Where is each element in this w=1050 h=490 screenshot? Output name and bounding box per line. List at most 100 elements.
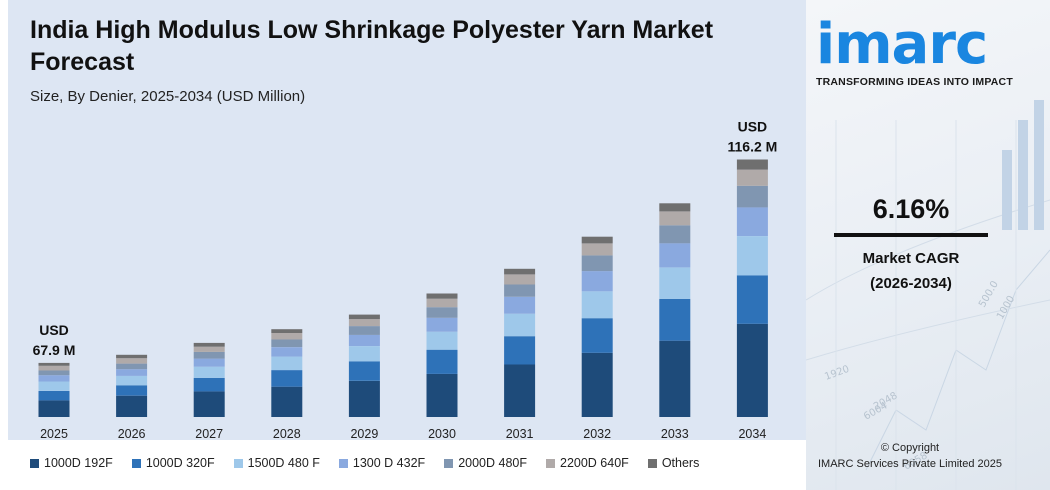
bar-segment-2033-1000d-192f [659, 340, 691, 417]
deco-number: 1920 [823, 364, 851, 383]
bar-segment-2032-others [581, 236, 613, 244]
legend-item: 1500D 480 F [233, 456, 320, 470]
bar-segment-2025-1300-d-432f [38, 375, 70, 382]
bar-segment-2032-1300-d-432f [581, 271, 613, 292]
bar-segment-2031-2000d-480f [504, 284, 536, 297]
annotation-line: 67.9 M [33, 342, 76, 358]
bar-segment-2029-1500d-480-f [348, 346, 380, 362]
total-annotation-2034: USD 116.2 M [727, 119, 777, 155]
bars-layer [38, 159, 768, 417]
legend-swatch [131, 458, 141, 468]
bar-segment-2032-2000d-480f [581, 255, 613, 272]
bar-segment-2034-2000d-480f [736, 185, 768, 208]
legend-swatch [30, 458, 39, 468]
legend-item: 1300 D 432F [338, 456, 426, 470]
bar-segment-2033-2200d-640f [659, 211, 691, 226]
bar-segment-2034-1500d-480-f [736, 236, 768, 276]
legend-swatch [647, 458, 657, 468]
bar-segment-2033-others [659, 203, 691, 212]
bar-segment-2025-1500d-480-f [38, 381, 70, 391]
logo-wordmark: imarc [816, 12, 988, 77]
bar-segment-2031-1500d-480-f [504, 313, 536, 337]
bar-segment-2028-1300-d-432f [271, 347, 303, 357]
legend-item: 1000D 192F [30, 456, 113, 470]
annotation-line: USD [39, 322, 69, 338]
bar-segment-2031-1000d-320f [504, 336, 536, 365]
logo-tagline: TRANSFORMING IDEAS INTO IMPACT [816, 76, 1013, 88]
bar-segment-2025-others [38, 362, 70, 366]
bar-segment-2033-1500d-480-f [659, 267, 691, 299]
legend-label: 1500D 480 F [247, 456, 320, 470]
legend-swatch [338, 458, 348, 468]
bar-segment-2030-others [426, 293, 458, 299]
cagr-label: Market CAGR [862, 250, 960, 267]
annotation-line: 116.2 M [727, 139, 777, 155]
bar-segment-2030-1300-d-432f [426, 317, 458, 332]
bar-segment-2034-1000d-192f [736, 323, 768, 417]
bar-segment-2030-1000d-320f [426, 349, 458, 374]
deco-bar [1034, 100, 1044, 230]
cagr-divider [834, 233, 988, 237]
bar-segment-2027-2200d-640f [193, 346, 225, 352]
copyright-notice: © Copyright IMARC Services Private Limit… [806, 440, 1014, 472]
bar-segment-2031-others [504, 268, 536, 275]
bar-segment-2026-1000d-192f [116, 395, 148, 417]
bar-segment-2032-1500d-480-f [581, 291, 613, 319]
legend-label: Others [661, 456, 700, 470]
bar-segment-2032-1000d-320f [581, 318, 613, 353]
bar-segment-2027-1000d-192f [193, 391, 225, 417]
deco-bar [1018, 120, 1028, 230]
bar-segment-2028-2000d-480f [271, 339, 303, 348]
legend-swatch [444, 458, 454, 468]
bar-segment-2027-1000d-320f [193, 377, 225, 392]
bar-segment-2028-2200d-640f [271, 333, 303, 340]
bar-segment-2029-1000d-192f [348, 380, 380, 417]
cagr-period: (2026-2034) [870, 275, 952, 292]
legend-label: 1000D 320F [145, 456, 215, 470]
bar-segment-2025-2000d-480f [38, 370, 70, 376]
branding-panel: 500.0 1000 6004 2048 1920 6058 imarc TRANSFOR… [806, 0, 1050, 490]
x-tick-label: 2028 [273, 427, 301, 441]
legend-swatch [233, 458, 243, 468]
legend-swatch [546, 458, 555, 468]
bar-segment-2026-others [116, 354, 148, 359]
bar-segment-2027-others [193, 342, 225, 347]
bar-segment-2026-1000d-320f [116, 385, 148, 396]
x-tick-label: 2031 [506, 427, 534, 441]
bar-segment-2025-1000d-320f [38, 391, 70, 401]
bar-segment-2029-1300-d-432f [348, 334, 380, 346]
bar-segment-2033-1000d-320f [659, 298, 691, 341]
stacked-bar-chart: 2025 2026 2027 2028 2029 2030 2031 2032 2033 2034… [33, 119, 778, 442]
x-tick-label: 2034 [738, 427, 766, 441]
legend-item: 2000D 480F [444, 456, 527, 470]
bar-segment-2029-1000d-320f [348, 361, 380, 381]
chart-subtitle: Size, By Denier, 2025-2034 (USD Million) [30, 88, 306, 105]
legend-item: 2200D 640F [546, 456, 629, 470]
legend-label: 1000D 192F [44, 456, 113, 470]
bar-segment-2031-2200d-640f [504, 274, 536, 285]
x-tick-label: 2032 [583, 427, 611, 441]
x-tick-label: 2025 [40, 427, 68, 441]
bar-segment-2027-2000d-480f [193, 351, 225, 359]
bar-segment-2027-1500d-480-f [193, 366, 225, 378]
bar-segment-2030-1500d-480-f [426, 331, 458, 350]
x-tick-label: 2030 [428, 427, 456, 441]
bar-segment-2033-1300-d-432f [659, 243, 691, 268]
legend-label: 2000D 480F [458, 456, 527, 470]
bar-segment-2028-others [271, 329, 303, 333]
bar-segment-2026-1500d-480-f [116, 375, 148, 386]
legend-label: 1300 D 432F [352, 456, 426, 470]
bar-segment-2032-1000d-192f [581, 352, 613, 417]
bar-segment-2030-2000d-480f [426, 307, 458, 318]
company-logo: imarc TRANSFORMING IDEAS INTO IMPACT [816, 12, 1016, 89]
bar-segment-2034-2200d-640f [736, 169, 768, 186]
bar-segment-2028-1500d-480-f [271, 356, 303, 371]
bar-segment-2026-2200d-640f [116, 358, 148, 364]
deco-bar [1002, 150, 1012, 230]
chart-legend: 1000D 192F 1000D 320F 1500D 480 F 1300 D 43… [30, 456, 800, 470]
legend-item: Others [647, 456, 700, 470]
cagr-label-block: Market CAGR (2026-2034) [806, 246, 1016, 296]
copyright-line: © Copyright [880, 442, 940, 454]
